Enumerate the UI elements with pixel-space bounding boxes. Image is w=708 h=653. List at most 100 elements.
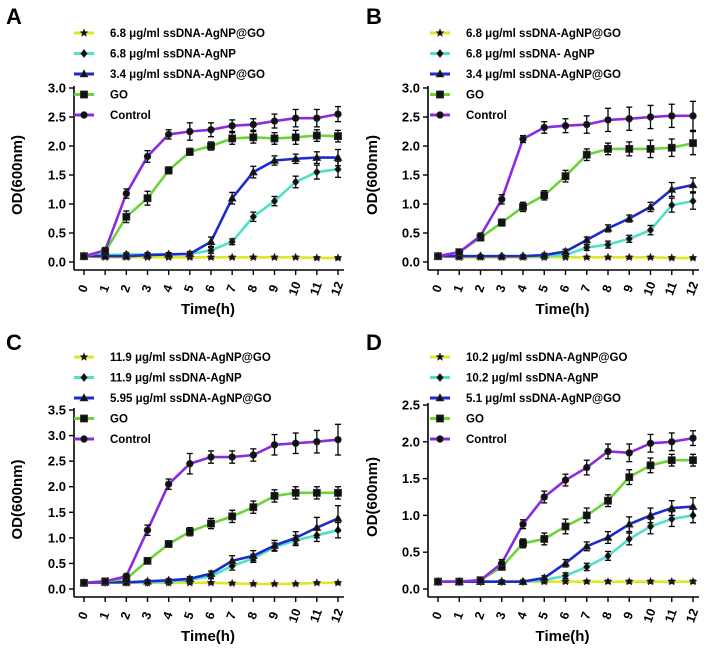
legend-marker xyxy=(79,352,89,361)
legend-marker xyxy=(80,49,88,58)
data-point xyxy=(228,237,236,247)
data-point xyxy=(333,253,343,262)
data-point xyxy=(206,236,216,245)
y-tick-label: 1.0 xyxy=(48,530,66,545)
legend-label: Control xyxy=(110,434,151,446)
y-tick-label: 3.0 xyxy=(48,81,66,96)
data-point xyxy=(270,492,279,500)
x-tick-label: 0 xyxy=(429,610,445,621)
x-tick-label: 4 xyxy=(160,610,176,621)
x-tick-label: 0 xyxy=(429,283,445,294)
data-point xyxy=(646,439,655,447)
data-point xyxy=(312,253,322,262)
data-point xyxy=(582,150,591,159)
data-point xyxy=(228,134,237,143)
x-tick-label: 9 xyxy=(266,283,282,294)
data-point xyxy=(312,152,322,161)
data-point xyxy=(688,576,698,586)
data-point xyxy=(313,438,321,446)
legend-marker xyxy=(436,111,444,119)
panel-label: C xyxy=(6,330,22,355)
x-tick-label: 12 xyxy=(683,280,701,298)
legend-entry: 6.8 μg/ml ssDNA-AgNP@GO xyxy=(74,28,265,40)
data-point xyxy=(292,177,300,187)
data-point xyxy=(561,571,570,581)
x-tick-label: 7 xyxy=(224,283,240,294)
y-tick-label: 1.5 xyxy=(402,168,420,183)
data-point xyxy=(475,251,486,260)
x-tick-label: 8 xyxy=(599,610,615,621)
legend-entry: 10.2 μg/ml ssDNA-AgNP@GO xyxy=(430,352,627,364)
data-point xyxy=(668,112,676,120)
data-point xyxy=(143,152,152,161)
legend-label: 5.1 μg/ml ssDNA-AgNP@GO xyxy=(466,393,621,405)
y-tick-label: 0.0 xyxy=(48,582,66,597)
x-tick-label: 1 xyxy=(97,283,113,294)
data-point xyxy=(625,473,634,482)
data-point xyxy=(519,520,527,528)
data-point xyxy=(645,252,656,262)
data-point xyxy=(688,253,698,262)
data-point xyxy=(249,451,258,459)
panel-label: B xyxy=(366,4,382,29)
data-point xyxy=(313,167,321,177)
x-tick-label: 1 xyxy=(451,610,467,621)
legend-label: Control xyxy=(466,434,507,446)
x-tick-label: 3 xyxy=(139,610,155,621)
data-point xyxy=(164,540,173,548)
legend-label: 6.8 μg/ml ssDNA-AgNP@GO xyxy=(110,28,265,40)
data-point xyxy=(689,456,697,465)
data-point xyxy=(164,575,174,584)
legend-marker xyxy=(435,28,445,37)
data-point xyxy=(518,576,528,585)
data-point xyxy=(269,578,280,588)
x-axis-title: Time(h) xyxy=(181,301,235,318)
data-point xyxy=(646,461,655,470)
data-point xyxy=(519,539,527,548)
data-point xyxy=(540,191,549,200)
y-tick-label: 0.5 xyxy=(48,226,66,241)
legend-entry: GO xyxy=(74,414,128,426)
data-point xyxy=(270,441,279,449)
x-tick-label: 11 xyxy=(307,607,325,624)
data-point xyxy=(604,447,612,456)
legend-entry: Control xyxy=(430,434,507,446)
data-point xyxy=(207,519,215,528)
data-point xyxy=(455,248,463,256)
data-point xyxy=(561,522,570,531)
data-point xyxy=(143,556,152,565)
series-line xyxy=(437,114,693,258)
legend-entry: Control xyxy=(430,110,507,122)
x-tick-label: 2 xyxy=(472,610,488,621)
data-point xyxy=(560,558,571,567)
data-point xyxy=(291,439,300,447)
legend-marker xyxy=(436,373,444,382)
data-point xyxy=(206,252,216,262)
legend-label: GO xyxy=(110,414,128,426)
panel-label: D xyxy=(366,330,382,355)
data-point xyxy=(248,578,258,588)
data-point xyxy=(667,503,677,512)
data-point xyxy=(603,576,613,586)
data-point xyxy=(207,126,215,134)
x-tick-label: 6 xyxy=(557,283,573,294)
y-axis-title: OD(600nm) xyxy=(9,135,26,215)
y-tick-label: 0.5 xyxy=(48,556,66,571)
x-tick-label: 9 xyxy=(621,283,637,294)
series-circle xyxy=(434,100,697,260)
legend-entry: 10.2 μg/ml ssDNA-AgNP xyxy=(430,373,599,385)
data-point xyxy=(476,232,485,240)
data-point xyxy=(561,172,570,181)
legend-marker xyxy=(80,435,88,443)
legend-marker xyxy=(436,435,444,443)
data-point xyxy=(604,145,612,153)
data-point xyxy=(269,252,280,262)
data-point xyxy=(207,453,215,461)
data-point xyxy=(185,147,194,156)
data-point xyxy=(269,155,280,164)
x-tick-label: 10 xyxy=(641,280,659,298)
data-point xyxy=(248,167,258,176)
legend-entry: 3.4 μg/ml ssDNA-AgNP@GO xyxy=(74,69,265,81)
data-point xyxy=(312,488,321,497)
y-axis-title: OD(600nm) xyxy=(9,459,26,539)
